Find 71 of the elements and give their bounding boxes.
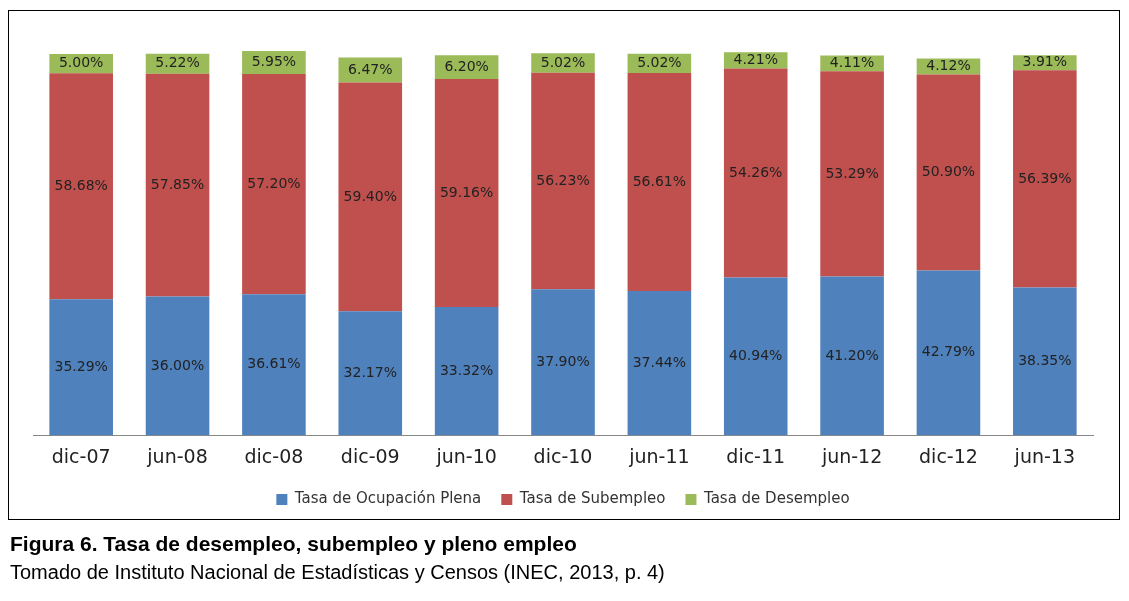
bar <box>434 79 499 307</box>
data-label: 57.20% <box>247 174 301 191</box>
data-label: 59.40% <box>343 187 397 204</box>
data-label: 59.16% <box>439 183 494 200</box>
x-tick-label: dic-11 <box>726 444 786 467</box>
bar <box>145 296 210 436</box>
legend-label: Tasa de Desempleo <box>702 489 850 508</box>
x-tick-label: dic-07 <box>51 444 111 467</box>
data-label: 38.35% <box>1018 351 1072 368</box>
bar <box>434 306 499 436</box>
x-tick-label: dic-12 <box>919 444 978 467</box>
bar <box>338 311 403 436</box>
data-label: 5.95% <box>251 53 297 70</box>
data-label: 36.61% <box>247 355 301 372</box>
data-label: 42.79% <box>921 343 976 360</box>
data-label: 6.47% <box>348 60 393 77</box>
data-label: 4.11% <box>829 54 875 71</box>
bar <box>1013 287 1077 436</box>
data-label: 58.68% <box>54 176 108 193</box>
data-label: 37.90% <box>536 352 590 369</box>
bar <box>627 291 692 436</box>
data-label: 36.00% <box>150 356 205 373</box>
bar <box>531 72 595 290</box>
data-label: 33.32% <box>439 361 494 378</box>
data-label: 3.91% <box>1022 53 1068 70</box>
data-label: 57.85% <box>150 175 205 192</box>
bar <box>820 71 884 277</box>
data-label: 56.39% <box>1018 169 1072 186</box>
data-label: 32.17% <box>343 363 397 380</box>
bar <box>820 276 884 436</box>
data-label: 41.20% <box>825 346 879 363</box>
data-label: 37.44% <box>632 353 687 370</box>
x-tick-label: jun-13 <box>1013 444 1076 467</box>
x-tick-label: jun-10 <box>435 444 497 467</box>
data-label: 53.29% <box>825 164 879 181</box>
x-tick-label: jun-08 <box>146 444 208 467</box>
bar <box>49 299 113 436</box>
bar <box>916 74 981 271</box>
bar <box>242 73 306 295</box>
bar <box>145 73 210 297</box>
x-tick-label: dic-08 <box>244 444 304 467</box>
bar <box>723 68 788 278</box>
x-tick-label: dic-09 <box>340 444 400 467</box>
x-tick-label: dic-10 <box>533 444 593 467</box>
data-label: 5.02% <box>540 53 586 70</box>
bar <box>916 270 981 436</box>
bar <box>242 294 306 436</box>
data-label: 56.23% <box>536 171 590 188</box>
bar <box>627 72 692 292</box>
bar <box>338 82 403 312</box>
text: Tomado de Instituto Nacional de Estadísticas y Censos (INEC, 2013, p. 4) <box>10 561 665 584</box>
data-label: 6.20% <box>444 57 489 74</box>
data-label: 35.29% <box>54 357 108 374</box>
data-label: 50.90% <box>921 163 976 180</box>
text: Figura 6. Tasa de desempleo, subempleo y pleno empleo <box>10 532 577 556</box>
bar <box>531 289 595 436</box>
bar <box>723 277 788 436</box>
data-label: 5.22% <box>155 54 200 71</box>
data-label: 56.61% <box>632 172 687 189</box>
data-label: 5.02% <box>637 53 682 70</box>
data-label: 54.26% <box>729 163 783 180</box>
data-label: 4.21% <box>733 51 778 68</box>
data-label: 4.12% <box>926 57 971 74</box>
x-tick-label: jun-12 <box>820 444 883 467</box>
data-label: 40.94% <box>729 347 783 364</box>
legend-label: Tasa de Ocupación Plena <box>293 489 482 508</box>
bar <box>49 73 113 300</box>
bar <box>1013 70 1077 288</box>
legend-label: Tasa de Subempleo <box>518 489 666 508</box>
data-label: 5.00% <box>58 54 104 71</box>
x-tick-label: jun-11 <box>628 444 690 467</box>
